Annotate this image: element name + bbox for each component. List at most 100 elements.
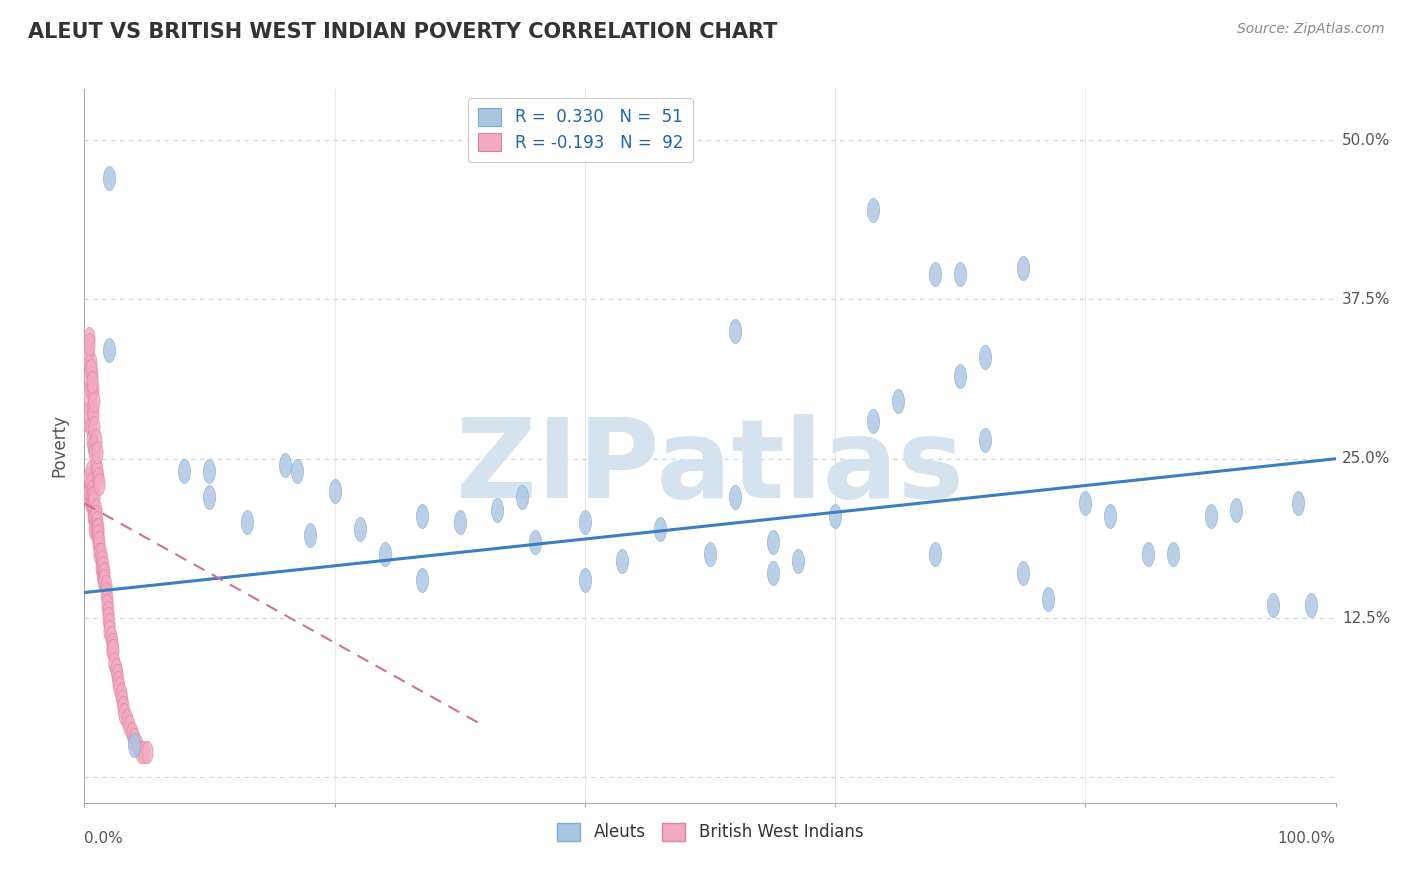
Point: [82, 439, 104, 453]
Point: [124, 732, 146, 747]
Text: ZIPatlas: ZIPatlas: [456, 414, 965, 521]
Point: [98, 343, 121, 358]
Point: [101, 643, 124, 657]
Point: [82, 382, 104, 396]
Point: [862, 413, 884, 427]
Point: [79, 477, 101, 491]
Text: 50.0%: 50.0%: [1341, 133, 1391, 148]
Point: [115, 713, 138, 727]
Point: [411, 509, 433, 524]
Point: [80, 483, 103, 498]
Point: [974, 350, 997, 364]
Point: [83, 490, 105, 504]
Point: [173, 465, 195, 479]
Point: [112, 706, 135, 721]
Point: [82, 496, 104, 510]
Point: [762, 566, 785, 581]
Point: [97, 605, 120, 619]
Point: [786, 554, 808, 568]
Point: [724, 490, 747, 504]
Point: [134, 745, 156, 759]
Point: [118, 719, 141, 733]
Point: [80, 368, 103, 383]
Point: [86, 445, 108, 459]
Text: 0.0%: 0.0%: [84, 831, 124, 847]
Point: [82, 502, 104, 516]
Point: [79, 496, 101, 510]
Point: [77, 413, 100, 427]
Point: [83, 509, 105, 524]
Point: [111, 694, 134, 708]
Point: [77, 388, 100, 402]
Point: [136, 745, 159, 759]
Point: [87, 471, 110, 485]
Point: [90, 554, 112, 568]
Point: [512, 490, 534, 504]
Point: [1074, 496, 1097, 510]
Point: [94, 579, 117, 593]
Point: [89, 477, 111, 491]
Point: [108, 681, 131, 695]
Point: [103, 656, 125, 670]
Point: [79, 368, 101, 383]
Text: 100.0%: 100.0%: [1278, 831, 1336, 847]
Text: 12.5%: 12.5%: [1341, 610, 1391, 625]
Point: [124, 739, 146, 753]
Point: [84, 522, 107, 536]
Point: [1225, 502, 1247, 516]
Point: [79, 331, 101, 345]
Point: [80, 401, 103, 415]
Point: [93, 566, 115, 581]
Point: [98, 617, 121, 632]
Point: [349, 522, 371, 536]
Point: [77, 490, 100, 504]
Text: ALEUT VS BRITISH WEST INDIAN POVERTY CORRELATION CHART: ALEUT VS BRITISH WEST INDIAN POVERTY COR…: [28, 22, 778, 42]
Point: [91, 573, 114, 587]
Point: [574, 573, 596, 587]
Point: [100, 630, 122, 644]
Point: [82, 509, 104, 524]
Point: [1036, 591, 1059, 606]
Point: [86, 528, 108, 542]
Legend: Aleuts, British West Indians: Aleuts, British West Indians: [550, 816, 870, 848]
Point: [98, 624, 121, 638]
Point: [87, 522, 110, 536]
Point: [198, 465, 221, 479]
Point: [87, 528, 110, 542]
Point: [824, 509, 846, 524]
Point: [83, 445, 105, 459]
Point: [1161, 547, 1184, 561]
Text: 25.0%: 25.0%: [1341, 451, 1391, 467]
Point: [79, 382, 101, 396]
Point: [96, 591, 118, 606]
Point: [699, 547, 721, 561]
Point: [323, 483, 346, 498]
Point: [949, 368, 972, 383]
Point: [107, 674, 129, 689]
Point: [94, 585, 117, 599]
Point: [762, 534, 785, 549]
Point: [1099, 509, 1122, 524]
Point: [862, 203, 884, 218]
Point: [79, 337, 101, 351]
Point: [84, 502, 107, 516]
Point: [236, 516, 259, 530]
Point: [84, 458, 107, 472]
Point: [79, 471, 101, 485]
Point: [486, 502, 509, 516]
Point: [198, 490, 221, 504]
Point: [924, 547, 946, 561]
Point: [724, 324, 747, 338]
Point: [449, 516, 471, 530]
Point: [298, 528, 321, 542]
Point: [887, 394, 910, 409]
Point: [648, 522, 671, 536]
Point: [89, 534, 111, 549]
Point: [1286, 496, 1309, 510]
Point: [91, 560, 114, 574]
Point: [523, 534, 546, 549]
Point: [1012, 566, 1035, 581]
Point: [101, 636, 124, 650]
Point: [80, 376, 103, 390]
Point: [1299, 599, 1322, 613]
